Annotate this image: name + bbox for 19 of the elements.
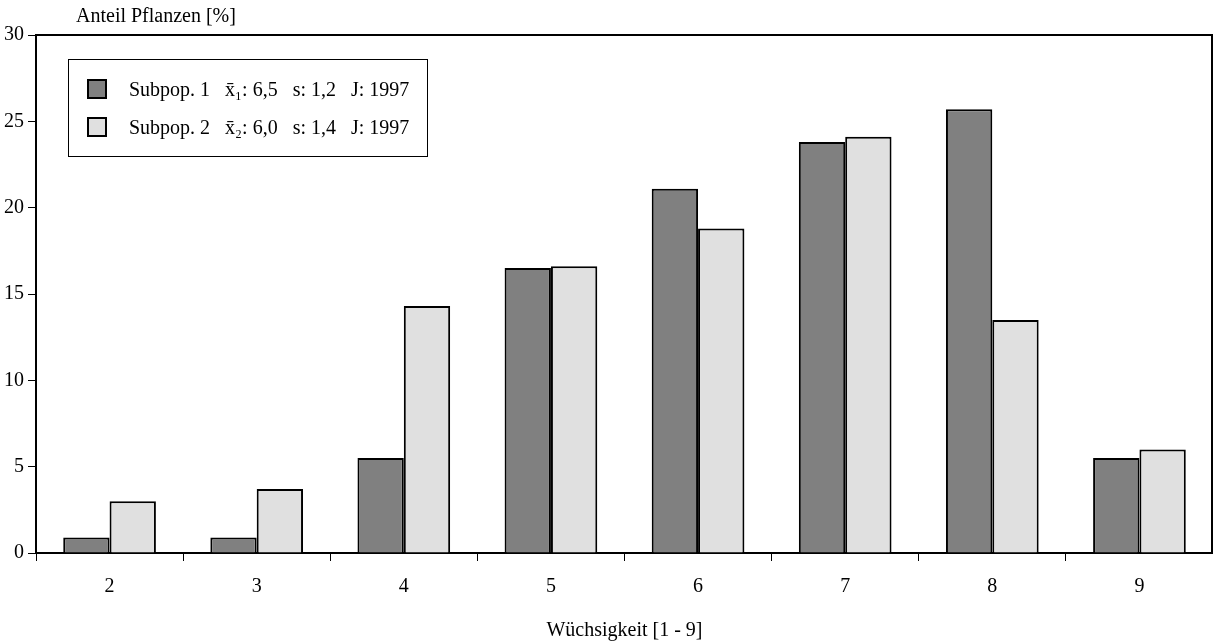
x-tick-label: 8: [987, 574, 998, 597]
x-axis-title: Wüchsigkeit [1 - 9]: [546, 618, 703, 642]
x-tick-label: 6: [693, 574, 704, 597]
x-tick-label: 9: [1134, 574, 1145, 597]
y-tick-label: 15: [4, 281, 24, 304]
x-tick-label: 4: [398, 574, 409, 597]
y-tick-label: 10: [4, 367, 24, 390]
x-tick-label: 2: [104, 574, 115, 597]
x-tick-label: 7: [840, 574, 851, 597]
y-tick-label: 20: [4, 194, 24, 217]
x-tick-label: 5: [545, 574, 556, 597]
y-tick-label: 30: [4, 22, 24, 45]
y-axis-title: Anteil Pflanzen [%]: [76, 4, 236, 27]
y-tick-label: 25: [4, 108, 24, 131]
x-tick-label: 3: [251, 574, 262, 597]
y-tick-label: 5: [14, 453, 24, 476]
legend-label: Subpop. 1 x̄₁: 6,5 s: 1,2 J: 1997: [129, 77, 410, 101]
legend-label: Subpop. 2 x̄₂: 6,0 s: 1,4 J: 1997: [129, 115, 410, 139]
y-tick-label: 0: [14, 540, 24, 563]
